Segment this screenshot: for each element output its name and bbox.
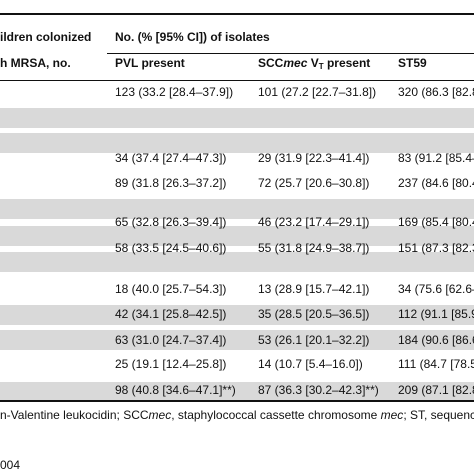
cell-pvl: 58 (33.5 [24.5–40.6]) xyxy=(115,241,227,255)
header-group-title: No. (% [95% CI]) of isolates xyxy=(115,30,270,44)
cell-pvl: 42 (34.1 [25.8–42.5]) xyxy=(115,307,227,321)
cell-st59: 151 (87.3 [82.3– xyxy=(398,241,474,255)
cell-st59: 237 (84.6 [80.4– xyxy=(398,176,474,190)
row-shade xyxy=(0,133,474,153)
cell-scc: 72 (25.7 [20.6–30.8]) xyxy=(258,176,370,190)
cell-scc: 55 (31.8 [24.9–38.7]) xyxy=(258,241,370,255)
cell-st59: 111 (84.7 [78.5– xyxy=(398,357,474,371)
figure-id: 004 xyxy=(0,458,21,472)
row-shade xyxy=(0,199,474,219)
header-st59: ST59 xyxy=(398,56,427,70)
header-rule xyxy=(0,80,474,81)
cell-scc: 46 (23.2 [17.4–29.1]) xyxy=(258,215,370,229)
cell-scc: 13 (28.9 [15.7–42.1]) xyxy=(258,282,370,296)
cell-st59: 169 (85.4 [80.4– xyxy=(398,215,474,229)
header-col1-line1: ildren colonized xyxy=(0,30,92,44)
top-rule xyxy=(0,13,474,15)
cell-scc: 35 (28.5 [20.5–36.5]) xyxy=(258,307,370,321)
row-shade xyxy=(0,305,474,325)
table-footnote: n-Valentine leukocidin; SCCmec, staphylo… xyxy=(0,408,474,422)
cell-pvl: 25 (19.1 [12.4–25.8]) xyxy=(115,357,227,371)
cell-pvl: 18 (40.0 [25.7–54.3]) xyxy=(115,282,227,296)
cell-pvl: 98 (40.8 [34.6–47.1]**) xyxy=(115,383,236,397)
cell-st59: 34 (75.6 [62.6–8 xyxy=(398,282,474,296)
bottom-rule xyxy=(0,400,474,402)
cell-st59: 209 (87.1 [82.8– xyxy=(398,383,474,397)
cell-pvl: 65 (32.8 [26.3–39.4]) xyxy=(115,215,227,229)
cell-pvl: 34 (37.4 [27.4–47.3]) xyxy=(115,151,227,165)
row-shade xyxy=(0,226,474,246)
row-shade xyxy=(0,252,474,272)
group-header-underline xyxy=(107,53,474,54)
cell-st59: 112 (91.1 [85.9– xyxy=(398,307,474,321)
cell-scc: 29 (31.9 [22.3–41.4]) xyxy=(258,151,370,165)
header-scc: SCCmec VT present xyxy=(258,56,371,71)
cell-st59: 83 (91.2 [85.4–9 xyxy=(398,151,474,165)
row-shade xyxy=(0,330,474,350)
cell-scc: 53 (26.1 [20.1–32.2]) xyxy=(258,333,370,347)
cell-st59: 320 (86.3 [82.8– xyxy=(398,85,474,99)
cell-pvl: 123 (33.2 [28.4–37.9]) xyxy=(115,85,234,99)
cell-pvl: 89 (31.8 [26.3–37.2]) xyxy=(115,176,227,190)
cell-scc: 101 (27.2 [22.7–31.8]) xyxy=(258,85,377,99)
row-shade xyxy=(0,382,474,400)
header-pvl: PVL present xyxy=(115,56,185,70)
cell-scc: 87 (36.3 [30.2–42.3]**) xyxy=(258,383,379,397)
row-shade xyxy=(0,108,474,128)
header-col1-line2: h MRSA, no. xyxy=(0,56,71,70)
cell-pvl: 63 (31.0 [24.7–37.4]) xyxy=(115,333,227,347)
cell-scc: 14 (10.7 [5.4–16.0]) xyxy=(258,357,363,371)
cell-st59: 184 (90.6 [86.6– xyxy=(398,333,474,347)
